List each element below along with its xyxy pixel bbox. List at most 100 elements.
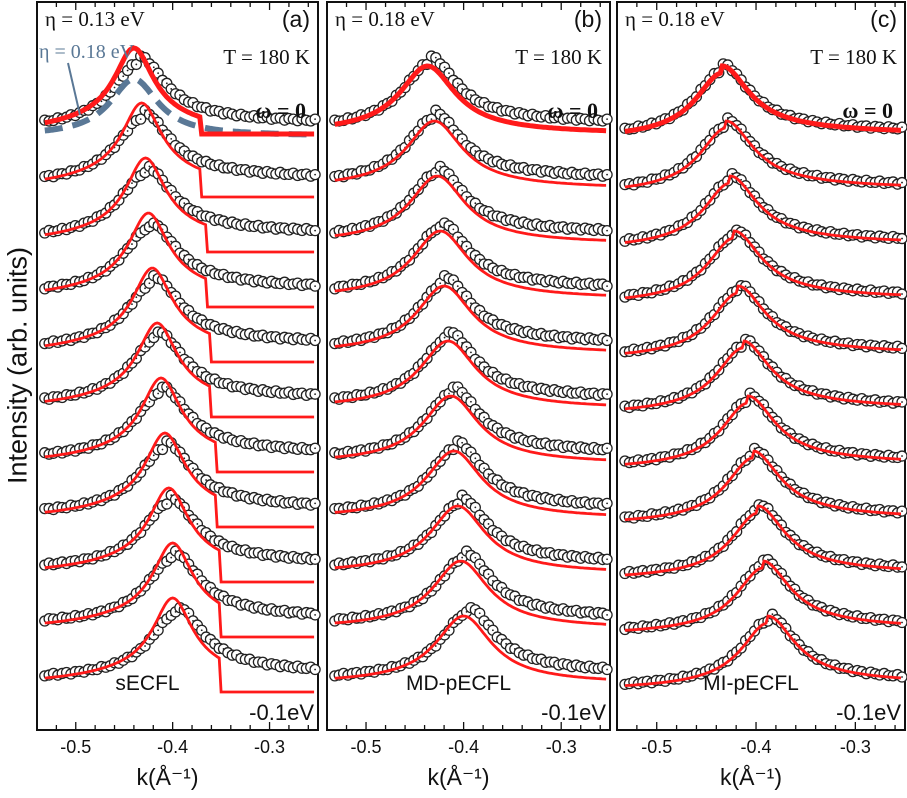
data-point-center [901, 676, 903, 678]
data-point-center [152, 575, 155, 577]
data-point-center [192, 366, 194, 368]
data-point-center [157, 629, 160, 632]
data-point-center [157, 72, 160, 75]
data-point-center [470, 400, 472, 403]
data-point-center [152, 634, 155, 636]
data-point-center [901, 347, 903, 350]
data-point-center [606, 393, 608, 396]
data-point-center [148, 400, 151, 403]
y-axis-label: Intensity (arb. units) [2, 246, 33, 485]
data-point-center [157, 568, 160, 571]
data-point-center [100, 100, 103, 103]
data-point-center [314, 447, 316, 450]
data-point-center [461, 441, 464, 444]
data-point-center [439, 282, 442, 285]
data-point-center [126, 188, 129, 191]
omega-zero-label: ω = 0 [842, 98, 893, 123]
data-point-center [179, 302, 181, 305]
data-point-center [131, 303, 133, 306]
data-point-center [478, 563, 481, 566]
data-point-center [448, 629, 450, 632]
data-point-center [139, 118, 142, 121]
data-point-center [179, 94, 181, 96]
data-point-center [144, 287, 146, 290]
data-point-center [314, 502, 316, 505]
data-point-center [152, 454, 155, 457]
bottom-curve-label: -0.1eV [836, 700, 901, 725]
omega-zero-label: ω = 0 [547, 98, 598, 123]
data-point-center [144, 645, 146, 647]
data-point-center [443, 66, 446, 69]
fit-curve [44, 156, 315, 254]
temperature-label: T = 180 K [223, 45, 310, 69]
model-label: MD-pECFL [406, 672, 511, 695]
data-point-center [500, 586, 503, 589]
temperature-label: T = 180 K [515, 45, 602, 69]
data-point-center [148, 282, 151, 285]
data-point-center [170, 137, 173, 140]
fit-curve [44, 541, 315, 639]
data-point-center [144, 171, 146, 174]
data-point-center [606, 229, 608, 232]
data-point-center [606, 173, 608, 176]
fit-curve [44, 486, 315, 584]
data-point-center [152, 66, 155, 69]
panel-label: (c) [870, 6, 897, 32]
data-point-center [109, 91, 112, 93]
data-point-center [478, 361, 481, 363]
data-point-center [196, 523, 199, 525]
data-point-center [474, 556, 477, 559]
data-point-center [314, 285, 316, 288]
data-point-center [161, 129, 164, 132]
x-tick-label: -0.5 [351, 737, 382, 757]
data-point-center [314, 229, 316, 232]
data-point-center [314, 668, 316, 671]
data-point-center [452, 228, 455, 231]
model-label: sECFL [115, 672, 179, 695]
data-point-center [434, 56, 437, 59]
data-point-center [478, 612, 481, 615]
data-point-center [192, 467, 194, 470]
data-point-center [744, 285, 747, 288]
x-tick-label: -0.4 [741, 737, 772, 757]
x-tick-label: -0.3 [254, 737, 285, 757]
data-point-center [789, 483, 792, 486]
data-point-center [314, 339, 316, 342]
eta-label: η = 0.18 eV [625, 7, 725, 31]
data-point-center [314, 173, 316, 176]
data-point-center [179, 351, 181, 354]
data-point-center [758, 565, 760, 568]
data-point-center [456, 386, 459, 388]
data-point-center [187, 258, 190, 261]
data-point-center [448, 72, 450, 75]
x-tick-label: -0.4 [448, 737, 479, 757]
data-point-center [461, 391, 464, 394]
data-point-center [196, 624, 199, 626]
data-point-center [165, 82, 168, 85]
data-point-center [187, 309, 190, 312]
data-point-center [901, 566, 903, 568]
fit-curve [44, 376, 315, 474]
x-tick-label: -0.5 [60, 737, 91, 757]
data-point-center [170, 88, 173, 90]
data-point-center [131, 182, 133, 184]
data-point-center [170, 441, 173, 444]
data-point-center [901, 401, 903, 403]
fit-curve [44, 45, 315, 137]
eta-label: η = 0.18 eV [335, 7, 435, 31]
data-point-center [113, 86, 116, 89]
data-point-center [474, 506, 477, 509]
x-axis-label: k(Å⁻¹) [428, 763, 490, 790]
data-point-center [474, 202, 477, 205]
data-point-center [192, 416, 194, 419]
fit-curve [44, 431, 315, 529]
fit-curve [44, 266, 315, 364]
data-point-center [187, 361, 190, 363]
data-point-center [606, 558, 608, 561]
data-point-center [148, 460, 151, 463]
data-point-center [434, 171, 437, 174]
data-point-center [131, 243, 133, 245]
data-point-center [487, 573, 490, 576]
data-point-center [771, 315, 774, 318]
data-point-center [461, 556, 464, 559]
